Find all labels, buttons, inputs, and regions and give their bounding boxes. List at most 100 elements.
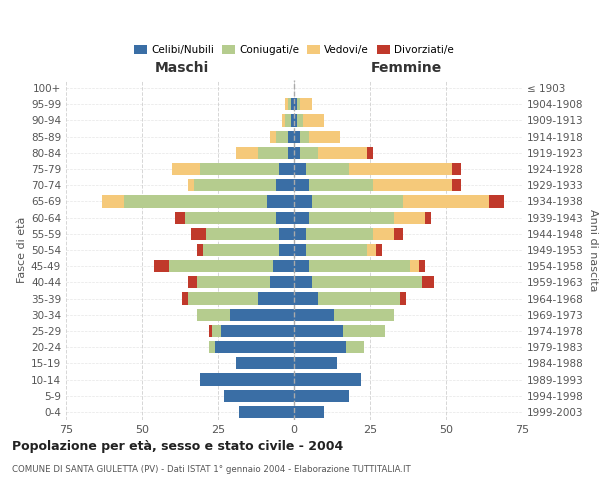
Bar bbox=[288, 147, 294, 159]
Bar bbox=[236, 147, 257, 159]
Bar bbox=[294, 276, 312, 288]
Bar bbox=[300, 130, 309, 142]
Bar bbox=[306, 244, 367, 256]
Bar bbox=[300, 98, 312, 110]
Bar bbox=[285, 114, 291, 126]
Bar bbox=[294, 147, 300, 159]
Bar bbox=[297, 98, 300, 110]
Bar bbox=[294, 374, 361, 386]
Legend: Celibi/Nubili, Coniugati/e, Vedovi/e, Divorziati/e: Celibi/Nubili, Coniugati/e, Vedovi/e, Di… bbox=[130, 41, 458, 60]
Bar bbox=[103, 196, 124, 207]
Bar bbox=[373, 228, 394, 240]
Bar bbox=[188, 276, 197, 288]
Bar bbox=[282, 114, 285, 126]
Bar bbox=[294, 390, 349, 402]
Bar bbox=[349, 163, 452, 175]
Bar bbox=[294, 325, 343, 337]
Bar bbox=[294, 130, 300, 142]
Bar bbox=[346, 341, 364, 353]
Bar bbox=[221, 325, 294, 337]
Y-axis label: Fasce di età: Fasce di età bbox=[17, 217, 27, 283]
Bar bbox=[209, 341, 215, 353]
Bar bbox=[230, 308, 294, 321]
Bar bbox=[367, 244, 376, 256]
Bar bbox=[425, 212, 431, 224]
Bar bbox=[373, 179, 452, 192]
Bar bbox=[279, 228, 294, 240]
Bar bbox=[294, 212, 309, 224]
Bar bbox=[334, 308, 394, 321]
Bar bbox=[422, 276, 434, 288]
Bar bbox=[294, 98, 297, 110]
Bar bbox=[239, 406, 294, 418]
Bar bbox=[276, 130, 288, 142]
Bar bbox=[172, 163, 200, 175]
Bar bbox=[188, 179, 194, 192]
Bar bbox=[273, 260, 294, 272]
Bar bbox=[276, 212, 294, 224]
Text: Popolazione per età, sesso e stato civile - 2004: Popolazione per età, sesso e stato civil… bbox=[12, 440, 343, 453]
Bar bbox=[288, 98, 291, 110]
Bar bbox=[288, 130, 294, 142]
Bar bbox=[276, 179, 294, 192]
Bar bbox=[203, 244, 279, 256]
Bar bbox=[294, 292, 319, 304]
Bar bbox=[182, 292, 188, 304]
Bar bbox=[297, 114, 303, 126]
Bar bbox=[279, 244, 294, 256]
Bar bbox=[309, 179, 373, 192]
Bar bbox=[294, 341, 346, 353]
Bar bbox=[257, 147, 288, 159]
Bar bbox=[312, 196, 403, 207]
Bar bbox=[452, 179, 461, 192]
Bar bbox=[400, 292, 406, 304]
Bar bbox=[169, 260, 273, 272]
Bar bbox=[291, 114, 294, 126]
Bar bbox=[154, 260, 169, 272]
Bar bbox=[200, 163, 279, 175]
Bar bbox=[376, 244, 382, 256]
Bar bbox=[312, 276, 422, 288]
Bar bbox=[294, 228, 306, 240]
Bar bbox=[197, 244, 203, 256]
Text: Femmine: Femmine bbox=[371, 61, 442, 75]
Bar bbox=[488, 196, 504, 207]
Bar bbox=[206, 228, 279, 240]
Text: Maschi: Maschi bbox=[154, 61, 209, 75]
Bar bbox=[300, 147, 319, 159]
Bar bbox=[212, 325, 221, 337]
Bar bbox=[294, 260, 309, 272]
Bar bbox=[257, 292, 294, 304]
Bar bbox=[294, 114, 297, 126]
Bar bbox=[309, 130, 340, 142]
Bar bbox=[294, 308, 334, 321]
Bar bbox=[410, 260, 419, 272]
Bar bbox=[175, 212, 185, 224]
Y-axis label: Anni di nascita: Anni di nascita bbox=[588, 209, 598, 291]
Bar bbox=[294, 179, 309, 192]
Bar bbox=[291, 98, 294, 110]
Bar bbox=[294, 196, 312, 207]
Bar bbox=[269, 276, 294, 288]
Bar bbox=[224, 390, 294, 402]
Bar bbox=[394, 228, 403, 240]
Bar bbox=[303, 114, 325, 126]
Bar bbox=[306, 163, 349, 175]
Bar bbox=[188, 292, 257, 304]
Bar bbox=[319, 147, 367, 159]
Bar bbox=[419, 260, 425, 272]
Bar bbox=[266, 196, 294, 207]
Bar bbox=[294, 358, 337, 370]
Bar bbox=[306, 228, 373, 240]
Bar bbox=[367, 147, 373, 159]
Bar bbox=[452, 163, 461, 175]
Bar bbox=[294, 406, 325, 418]
Bar bbox=[236, 358, 294, 370]
Bar bbox=[294, 244, 306, 256]
Bar bbox=[269, 130, 276, 142]
Bar bbox=[185, 212, 276, 224]
Bar bbox=[279, 163, 294, 175]
Text: COMUNE DI SANTA GIULETTA (PV) - Dati ISTAT 1° gennaio 2004 - Elaborazione TUTTIT: COMUNE DI SANTA GIULETTA (PV) - Dati IST… bbox=[12, 466, 411, 474]
Bar bbox=[124, 196, 266, 207]
Bar bbox=[403, 196, 488, 207]
